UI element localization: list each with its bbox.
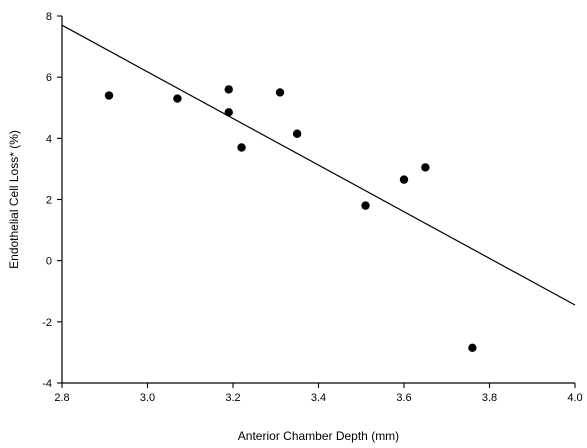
- y-tick-label: 8: [46, 11, 52, 23]
- x-axis-title: Anterior Chamber Depth (mm): [238, 429, 399, 443]
- y-tick-label: 2: [46, 195, 52, 207]
- data-point: [224, 85, 233, 94]
- data-point: [237, 143, 246, 152]
- data-point: [361, 201, 370, 210]
- x-tick-label: 3.0: [140, 392, 155, 404]
- y-tick-label: 6: [46, 72, 52, 84]
- data-point: [275, 88, 285, 97]
- x-tick-label: 4.0: [567, 392, 582, 404]
- x-tick-label: 3.2: [225, 392, 240, 404]
- data-point: [292, 129, 302, 138]
- x-tick-label: 2.8: [54, 392, 69, 404]
- regression-line: [61, 24, 576, 306]
- data-point: [468, 343, 477, 353]
- y-tick-label: 4: [46, 133, 52, 145]
- data-point: [224, 108, 233, 117]
- plot-area: [61, 24, 576, 353]
- data-point: [421, 163, 430, 172]
- y-tick-label: -2: [42, 317, 52, 329]
- y-axis-title: Endothelial Cell Loss* (%): [7, 130, 21, 269]
- y-tick-label: -4: [42, 378, 52, 390]
- data-point: [399, 175, 409, 184]
- y-axis-ticks: -4 -2 0 2 4 6 8: [42, 11, 62, 390]
- x-tick-label: 3.8: [482, 392, 497, 404]
- x-tick-label: 3.4: [311, 392, 326, 404]
- y-tick-label: 0: [46, 256, 52, 268]
- x-axis-ticks: 2.8 3.0 3.2 3.4 3.6 3.8 4.0: [54, 383, 583, 404]
- data-point: [104, 91, 114, 100]
- data-point: [173, 94, 182, 103]
- x-tick-label: 3.6: [396, 392, 411, 404]
